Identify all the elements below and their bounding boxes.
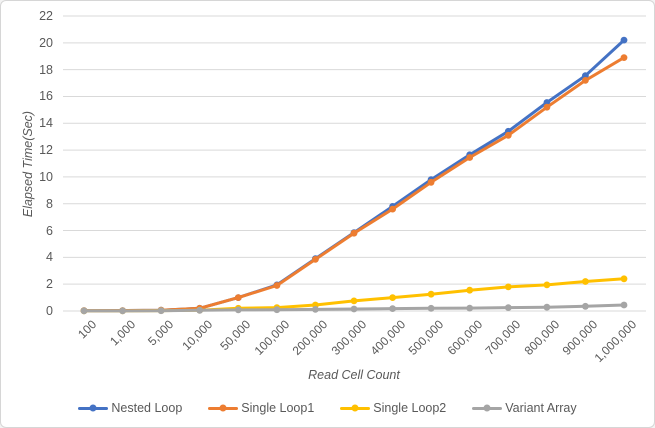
data-point-variant-array bbox=[350, 305, 358, 313]
y-tick-label: 0 bbox=[46, 304, 53, 318]
x-axis-title: Read Cell Count bbox=[308, 368, 400, 382]
data-point-single-loop2 bbox=[543, 281, 551, 289]
data-point-single-loop1 bbox=[504, 131, 512, 139]
data-point-single-loop2 bbox=[620, 275, 628, 283]
data-point-single-loop2 bbox=[504, 283, 512, 291]
legend: Nested Loop Single Loop1 Single Loop2 Varia… bbox=[1, 401, 654, 415]
series-line-nested-loop bbox=[82, 38, 626, 313]
data-point-single-loop1 bbox=[234, 294, 242, 301]
y-tick-label: 22 bbox=[39, 9, 53, 23]
data-point-single-loop1 bbox=[582, 77, 589, 84]
series-line-single-loop1 bbox=[82, 56, 626, 313]
y-tick-label: 20 bbox=[39, 35, 53, 50]
data-point-variant-array bbox=[119, 307, 126, 315]
data-point-single-loop1 bbox=[543, 103, 551, 111]
data-point-single-loop2 bbox=[466, 286, 474, 294]
legend-label: Variant Array bbox=[505, 401, 577, 415]
y-axis-title: Elapsed Time(Sec) bbox=[21, 110, 35, 218]
data-point-variant-array bbox=[466, 304, 474, 312]
data-point-single-loop2 bbox=[582, 278, 589, 285]
data-point-variant-array bbox=[312, 306, 319, 313]
legend-item-single-loop1: Single Loop1 bbox=[208, 401, 314, 415]
legend-item-nested-loop: Nested Loop bbox=[78, 401, 182, 415]
data-point-variant-array bbox=[273, 306, 281, 314]
y-tick-label: 6 bbox=[46, 223, 53, 238]
data-point-single-loop1 bbox=[312, 256, 319, 263]
data-point-variant-array bbox=[582, 302, 589, 310]
legend-marker bbox=[208, 404, 239, 412]
data-point-variant-array bbox=[234, 306, 242, 314]
data-point-variant-array bbox=[620, 301, 628, 309]
legend-label: Nested Loop bbox=[111, 401, 183, 415]
data-point-single-loop2 bbox=[427, 290, 435, 298]
data-point-single-loop1 bbox=[427, 178, 435, 186]
data-point-single-loop1 bbox=[273, 282, 281, 289]
legend-marker bbox=[340, 404, 371, 412]
legend-marker-dot bbox=[351, 404, 359, 412]
legend-label: Single Loop2 bbox=[373, 401, 447, 415]
data-point-variant-array bbox=[157, 307, 165, 315]
y-tick-label: 10 bbox=[39, 169, 53, 184]
data-point-variant-array bbox=[196, 306, 204, 314]
data-point-single-loop1 bbox=[620, 54, 628, 61]
data-point-variant-array bbox=[427, 304, 435, 312]
y-tick-label: 14 bbox=[39, 116, 53, 131]
y-tick-label: 4 bbox=[46, 250, 53, 265]
legend-item-single-loop2: Single Loop2 bbox=[340, 401, 446, 415]
y-tick-label: 18 bbox=[39, 62, 53, 77]
data-point-single-loop1 bbox=[466, 154, 474, 161]
legend-marker-dot bbox=[483, 404, 491, 412]
data-point-single-loop1 bbox=[350, 229, 358, 237]
data-point-nested-loop bbox=[582, 72, 589, 80]
legend-marker bbox=[472, 404, 503, 412]
data-point-variant-array bbox=[543, 303, 551, 311]
y-tick-label: 8 bbox=[46, 196, 53, 211]
data-point-single-loop1 bbox=[389, 205, 396, 213]
legend-marker bbox=[78, 404, 109, 412]
legend-marker-dot bbox=[89, 404, 97, 412]
data-point-variant-array bbox=[80, 307, 88, 315]
legend-item-variant-array: Variant Array bbox=[472, 401, 577, 415]
legend-label: Single Loop1 bbox=[241, 401, 315, 415]
data-point-variant-array bbox=[504, 304, 512, 311]
data-point-variant-array bbox=[389, 305, 396, 312]
legend-marker-dot bbox=[219, 404, 227, 412]
data-point-single-loop2 bbox=[389, 294, 396, 301]
data-point-nested-loop bbox=[620, 36, 628, 44]
y-tick-label: 16 bbox=[39, 89, 53, 104]
y-tick-label: 12 bbox=[39, 143, 53, 158]
data-point-single-loop2 bbox=[350, 297, 358, 305]
y-tick-label: 2 bbox=[46, 277, 53, 292]
